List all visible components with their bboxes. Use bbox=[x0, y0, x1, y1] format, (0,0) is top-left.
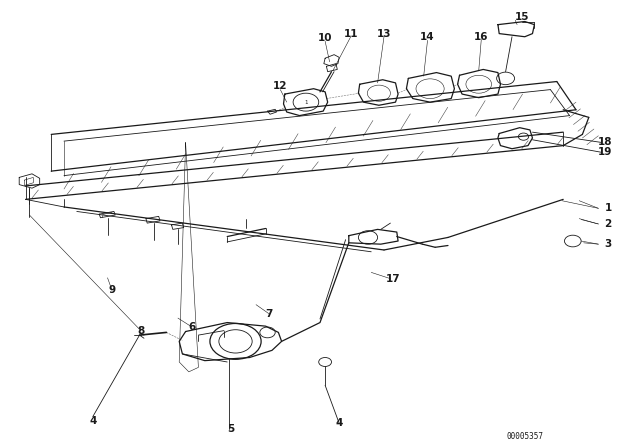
Text: 4: 4 bbox=[335, 418, 343, 428]
Circle shape bbox=[416, 79, 444, 99]
Text: 10: 10 bbox=[318, 33, 332, 43]
Text: 9: 9 bbox=[108, 285, 116, 295]
Text: 2: 2 bbox=[604, 219, 612, 229]
Text: 16: 16 bbox=[474, 32, 488, 42]
Circle shape bbox=[260, 327, 275, 338]
Circle shape bbox=[219, 330, 252, 353]
Text: 13: 13 bbox=[377, 29, 391, 39]
Circle shape bbox=[497, 72, 515, 85]
Text: 00005357: 00005357 bbox=[506, 432, 543, 441]
Text: 4: 4 bbox=[89, 416, 97, 426]
Circle shape bbox=[564, 235, 581, 247]
Text: 5: 5 bbox=[227, 424, 234, 434]
Text: 18: 18 bbox=[598, 138, 612, 147]
Text: 7: 7 bbox=[265, 309, 273, 319]
Text: 12: 12 bbox=[273, 81, 287, 91]
Text: 19: 19 bbox=[598, 147, 612, 157]
Circle shape bbox=[293, 93, 319, 111]
Text: 15: 15 bbox=[515, 12, 529, 22]
Text: 14: 14 bbox=[420, 32, 435, 42]
Circle shape bbox=[367, 85, 390, 101]
Text: 6: 6 bbox=[188, 322, 196, 332]
Text: 1: 1 bbox=[604, 203, 612, 213]
Text: 11: 11 bbox=[344, 29, 358, 39]
Circle shape bbox=[319, 358, 332, 366]
Circle shape bbox=[466, 75, 492, 93]
Text: 8: 8 bbox=[137, 326, 145, 336]
Circle shape bbox=[518, 133, 529, 140]
Circle shape bbox=[358, 231, 378, 244]
Circle shape bbox=[210, 323, 261, 359]
Text: 1: 1 bbox=[304, 99, 308, 105]
Text: 17: 17 bbox=[387, 274, 401, 284]
Text: 3: 3 bbox=[604, 239, 612, 249]
